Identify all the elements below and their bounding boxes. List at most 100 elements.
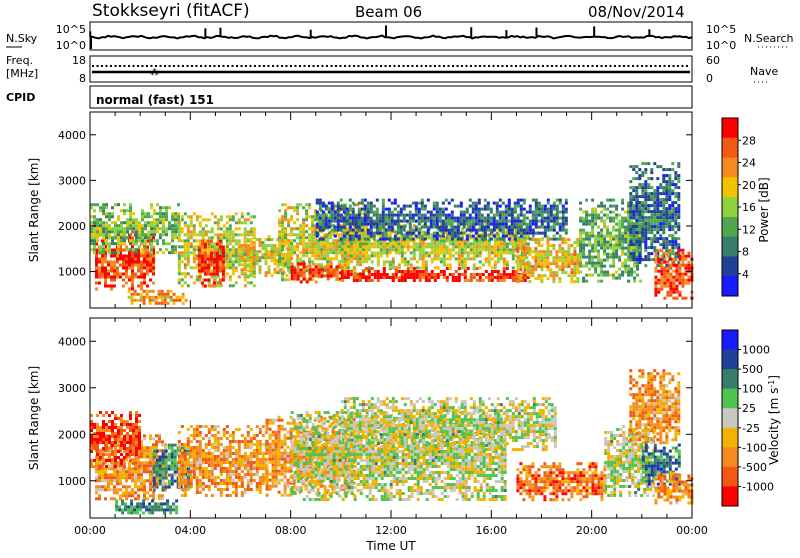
- data-cell: [537, 250, 540, 253]
- data-cell: [644, 207, 647, 210]
- data-cell: [95, 470, 98, 473]
- data-cell: [591, 208, 594, 211]
- data-cell: [562, 217, 565, 220]
- data-cell: [247, 250, 250, 253]
- data-cell: [559, 226, 562, 229]
- data-cell: [222, 270, 225, 273]
- data-cell: [156, 251, 159, 254]
- data-cell: [621, 253, 624, 256]
- data-cell: [666, 282, 669, 285]
- data-cell: [217, 233, 220, 236]
- data-cell: [650, 195, 653, 198]
- data-cell: [222, 261, 225, 264]
- data-cell: [287, 218, 290, 221]
- data-cell: [386, 260, 389, 263]
- data-cell: [211, 230, 214, 233]
- data-cell: [594, 250, 597, 253]
- data-cell: [126, 221, 129, 224]
- data-cell: [415, 226, 418, 229]
- data-cell: [101, 479, 104, 482]
- data-cell: [656, 213, 659, 216]
- data-cell: [371, 279, 374, 282]
- data-cell: [558, 268, 561, 271]
- data-cell: [125, 270, 128, 273]
- data-cell: [137, 276, 140, 279]
- data-cell: [491, 279, 494, 282]
- data-cell: [368, 276, 371, 279]
- data-cell: [512, 266, 515, 269]
- data-cell: [424, 205, 427, 208]
- data-cell: [653, 240, 656, 243]
- data-cell: [437, 254, 440, 257]
- data-cell: [93, 236, 96, 239]
- data-cell: [509, 273, 512, 276]
- data-cell: [138, 224, 141, 227]
- data-cell: [497, 257, 500, 260]
- data-cell: [656, 189, 659, 192]
- data-cell: [104, 476, 107, 479]
- data-cell: [102, 212, 105, 215]
- data-cell: [196, 233, 199, 236]
- data-cell: [171, 233, 174, 236]
- data-cell: [427, 211, 430, 214]
- data-cell: [299, 236, 302, 239]
- data-cell: [591, 223, 594, 226]
- data-cell: [244, 244, 247, 247]
- data-cell: [440, 270, 443, 273]
- data-cell: [290, 215, 293, 218]
- data-cell: [523, 220, 526, 223]
- data-cell: [407, 245, 410, 248]
- data-cell: [131, 296, 134, 299]
- data-cell: [624, 211, 627, 214]
- data-cell: [442, 211, 445, 214]
- data-cell: [371, 245, 374, 248]
- data-cell: [437, 276, 440, 279]
- data-cell: [464, 279, 467, 282]
- data-cell: [669, 285, 672, 288]
- data-cell: [356, 257, 359, 260]
- data-cell: [377, 279, 380, 282]
- data-cell: [229, 242, 232, 245]
- data-cell: [392, 276, 395, 279]
- data-cell: [314, 251, 317, 254]
- data-cell: [579, 244, 582, 247]
- data-cell: [660, 255, 663, 258]
- data-cell: [475, 229, 478, 232]
- data-cell: [446, 236, 449, 239]
- data-cell: [178, 233, 181, 236]
- data-cell: [117, 239, 120, 242]
- data-cell: [663, 279, 666, 282]
- data-cell: [400, 226, 403, 229]
- data-cell: [371, 267, 374, 270]
- data-cell: [663, 270, 666, 273]
- data-cell: [472, 208, 475, 211]
- data-cell: [591, 259, 594, 262]
- data-cell: [430, 226, 433, 229]
- data-cell: [93, 239, 96, 242]
- data-cell: [377, 251, 380, 254]
- data-cell: [253, 215, 256, 218]
- data-cell: [445, 214, 448, 217]
- data-cell: [678, 255, 681, 258]
- scatter-region: [291, 262, 342, 283]
- data-cell: [95, 261, 98, 264]
- data-cell: [107, 476, 110, 479]
- data-cell: [383, 248, 386, 251]
- data-cell: [317, 242, 320, 245]
- data-cell: [205, 233, 208, 236]
- data-cell: [134, 470, 137, 473]
- data-cell: [156, 242, 159, 245]
- data-cell: [427, 220, 430, 223]
- data-cell: [220, 215, 223, 218]
- data-cell: [101, 258, 104, 261]
- data-cell: [570, 259, 573, 262]
- data-cell: [506, 245, 509, 248]
- data-cell: [150, 224, 153, 227]
- data-cell: [377, 263, 380, 266]
- data-cell: [129, 215, 132, 218]
- data-cell: [287, 242, 290, 245]
- data-cell: [669, 282, 672, 285]
- data-cell: [359, 248, 362, 251]
- data-cell: [511, 229, 514, 232]
- data-cell: [146, 455, 149, 458]
